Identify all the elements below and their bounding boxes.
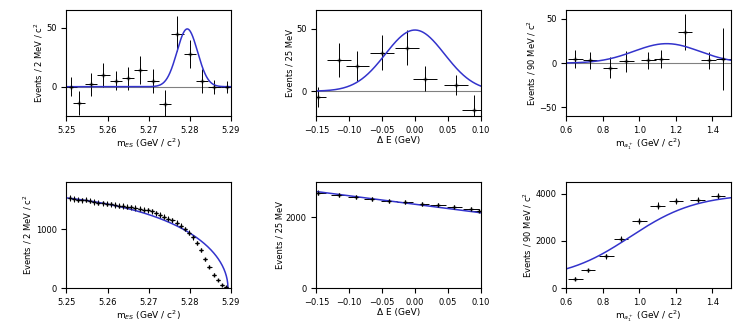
Y-axis label: Events / 90 MeV / c$^2$: Events / 90 MeV / c$^2$ (525, 20, 537, 106)
X-axis label: m$_{ES}$ (GeV / c$^2$): m$_{ES}$ (GeV / c$^2$) (116, 308, 181, 322)
X-axis label: Δ E (GeV): Δ E (GeV) (377, 308, 420, 317)
X-axis label: m$_{ES}$ (GeV / c$^2$): m$_{ES}$ (GeV / c$^2$) (116, 136, 181, 150)
Y-axis label: Events / 2 MeV / c$^2$: Events / 2 MeV / c$^2$ (22, 195, 34, 275)
X-axis label: Δ E (GeV): Δ E (GeV) (377, 136, 420, 145)
Y-axis label: Events / 2 MeV / c$^2$: Events / 2 MeV / c$^2$ (32, 23, 45, 104)
X-axis label: m$_{a_1^+}$ (GeV / c$^2$): m$_{a_1^+}$ (GeV / c$^2$) (615, 308, 682, 324)
Y-axis label: Events / 90 MeV / c$^2$: Events / 90 MeV / c$^2$ (522, 192, 534, 278)
Y-axis label: Events / 25 MeV: Events / 25 MeV (275, 201, 284, 269)
X-axis label: m$_{a_1^+}$ (GeV / c$^2$): m$_{a_1^+}$ (GeV / c$^2$) (615, 136, 682, 152)
Y-axis label: Events / 25 MeV: Events / 25 MeV (286, 29, 294, 97)
